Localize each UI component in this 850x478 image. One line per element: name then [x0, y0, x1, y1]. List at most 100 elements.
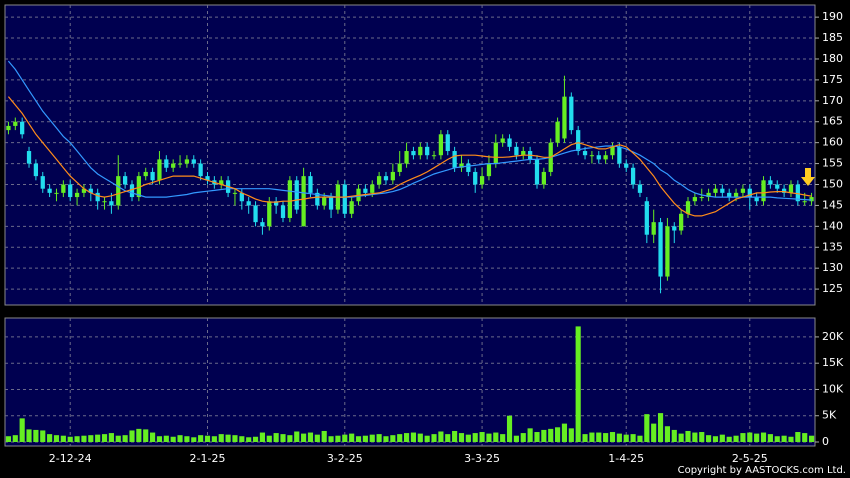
volume-bar	[781, 435, 787, 443]
candle-body	[740, 188, 746, 193]
y-tick-label: 140	[822, 219, 843, 232]
volume-bar	[12, 435, 18, 443]
candle-body	[274, 201, 279, 206]
volume-bar	[410, 432, 417, 443]
y-tick-label: 145	[822, 198, 843, 211]
volume-bar	[644, 414, 650, 443]
candle-body	[672, 226, 677, 231]
volume-bar	[259, 432, 265, 443]
volume-bar	[88, 435, 94, 443]
candle-body	[342, 184, 347, 214]
candle-body	[294, 180, 299, 210]
volume-bar	[74, 436, 80, 443]
volume-bar	[767, 434, 773, 443]
candle-body	[81, 188, 87, 193]
candle-body	[205, 176, 210, 181]
candle-body	[198, 163, 203, 177]
y-tick-label: 175	[822, 73, 843, 86]
candle-body	[129, 184, 135, 198]
candle-body	[267, 201, 272, 227]
candle-body	[26, 151, 32, 164]
volume-bar	[335, 435, 341, 443]
candle-body	[157, 159, 162, 181]
candle-body	[781, 188, 787, 193]
candle-body	[466, 163, 471, 172]
y-tick-label: 160	[822, 136, 843, 149]
volume-bar	[596, 432, 602, 443]
candle-body	[177, 163, 183, 165]
candle-body	[164, 159, 169, 168]
candle-body	[54, 192, 59, 194]
candle-body	[651, 222, 656, 235]
candle-body	[555, 121, 560, 143]
candle-body	[13, 121, 18, 126]
candle-body	[775, 184, 780, 189]
volume-bar	[355, 436, 362, 443]
candle-body	[665, 226, 670, 277]
volume-bar	[287, 435, 293, 443]
volume-bar	[211, 436, 217, 443]
candle-body	[576, 130, 581, 152]
volume-bar	[390, 435, 396, 443]
volume-bar	[294, 431, 300, 443]
candle-body	[116, 176, 121, 206]
candle-body	[61, 184, 66, 193]
volume-bar	[520, 433, 526, 443]
candle-body	[679, 213, 684, 231]
plot-layer: 2-12-24 2-1-25 3-2-25 3-3-25 1-4-25 2-5-25 125…	[5, 5, 844, 465]
candle-body	[150, 171, 155, 181]
candle-body	[411, 151, 416, 156]
candle-body	[610, 146, 615, 156]
volume-bar	[376, 434, 382, 443]
candle-body	[322, 197, 327, 206]
volume-bar	[328, 436, 334, 443]
candle-body	[809, 197, 814, 202]
volume-bar	[452, 430, 458, 443]
volume-bar	[431, 434, 437, 443]
volume-bar	[664, 426, 670, 443]
candle-body	[521, 151, 526, 156]
volume-bar	[60, 435, 66, 443]
candle-body	[514, 146, 519, 156]
volume-bar	[156, 436, 163, 443]
volume-bar	[479, 432, 485, 443]
volume-bar	[273, 433, 279, 443]
y-tick-label: 180	[822, 52, 843, 65]
volume-bar	[795, 432, 801, 443]
candle-body	[246, 201, 251, 206]
y-tick-label: 15K	[822, 356, 844, 369]
volume-bar	[33, 429, 39, 443]
y-tick-label: 185	[822, 31, 843, 44]
volume-bar	[184, 436, 190, 443]
volume-bar	[506, 415, 513, 443]
volume-bar	[692, 432, 698, 443]
volume-bar	[472, 433, 478, 443]
candle-body	[747, 188, 752, 198]
volume-bar	[740, 433, 746, 443]
volume-bar	[129, 430, 135, 443]
volume-bar	[445, 434, 451, 443]
volume-bar	[19, 418, 25, 443]
candle-body	[788, 184, 794, 193]
y-tick-label: 165	[822, 115, 843, 128]
volume-bar	[685, 430, 691, 443]
volume-bar	[589, 432, 595, 443]
volume-bar	[561, 423, 568, 443]
candle-body	[184, 159, 190, 164]
volume-bar	[424, 435, 430, 443]
volume-bar	[108, 433, 114, 443]
volume-bar	[623, 434, 629, 443]
volume-bar	[706, 435, 712, 443]
volume-bar	[246, 437, 252, 443]
volume-bar	[321, 430, 327, 443]
x-tick-label: 3-3-25	[464, 452, 500, 465]
candle-body	[232, 192, 238, 194]
candle-body	[452, 151, 457, 168]
volume-bar	[500, 434, 506, 443]
candle-body	[102, 201, 107, 203]
volume-bar	[26, 429, 32, 443]
volume-bar	[747, 432, 753, 443]
volume-bar	[616, 433, 622, 443]
candle-body	[40, 176, 45, 189]
candle-body	[418, 146, 423, 156]
